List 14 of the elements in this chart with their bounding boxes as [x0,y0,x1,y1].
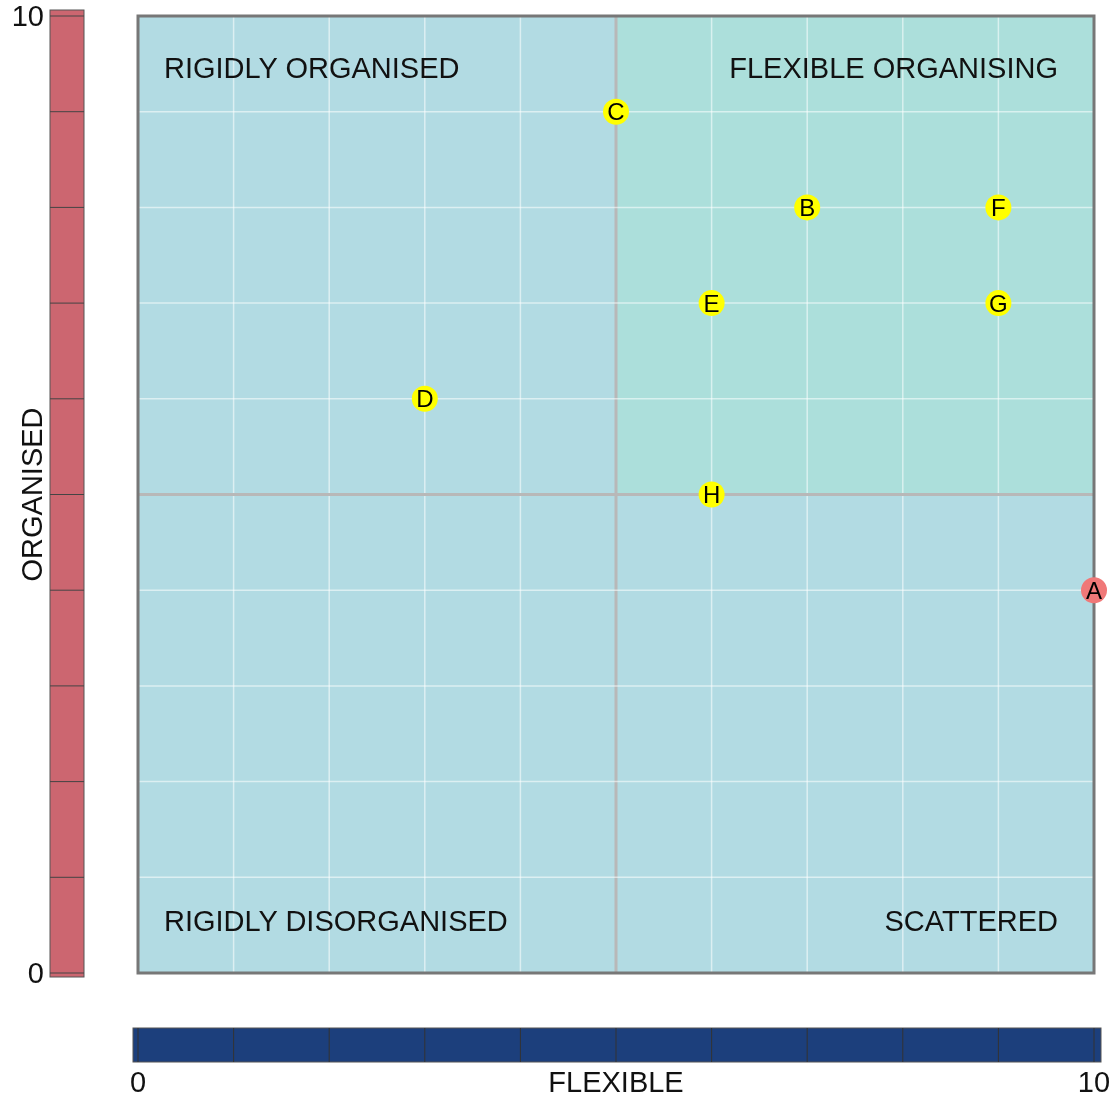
x-axis-title: FLEXIBLE [548,1066,684,1097]
data-label: H [702,481,721,509]
data-label: A [1085,576,1103,604]
data-label: C [607,98,625,126]
data-label: G [989,289,1008,317]
annotation: RIGIDLY ORGANISED [164,52,460,84]
data-label: D [416,385,434,413]
data-label: E [703,289,720,317]
y-axis-title: ORGANISED [16,407,48,582]
annotation: RIGIDLY DISORGANISED [164,905,508,937]
data-label: B [799,194,816,222]
annotation: SCATTERED [884,905,1058,937]
data-label: F [991,194,1006,222]
annotation: FLEXIBLE ORGANISING [729,52,1058,84]
